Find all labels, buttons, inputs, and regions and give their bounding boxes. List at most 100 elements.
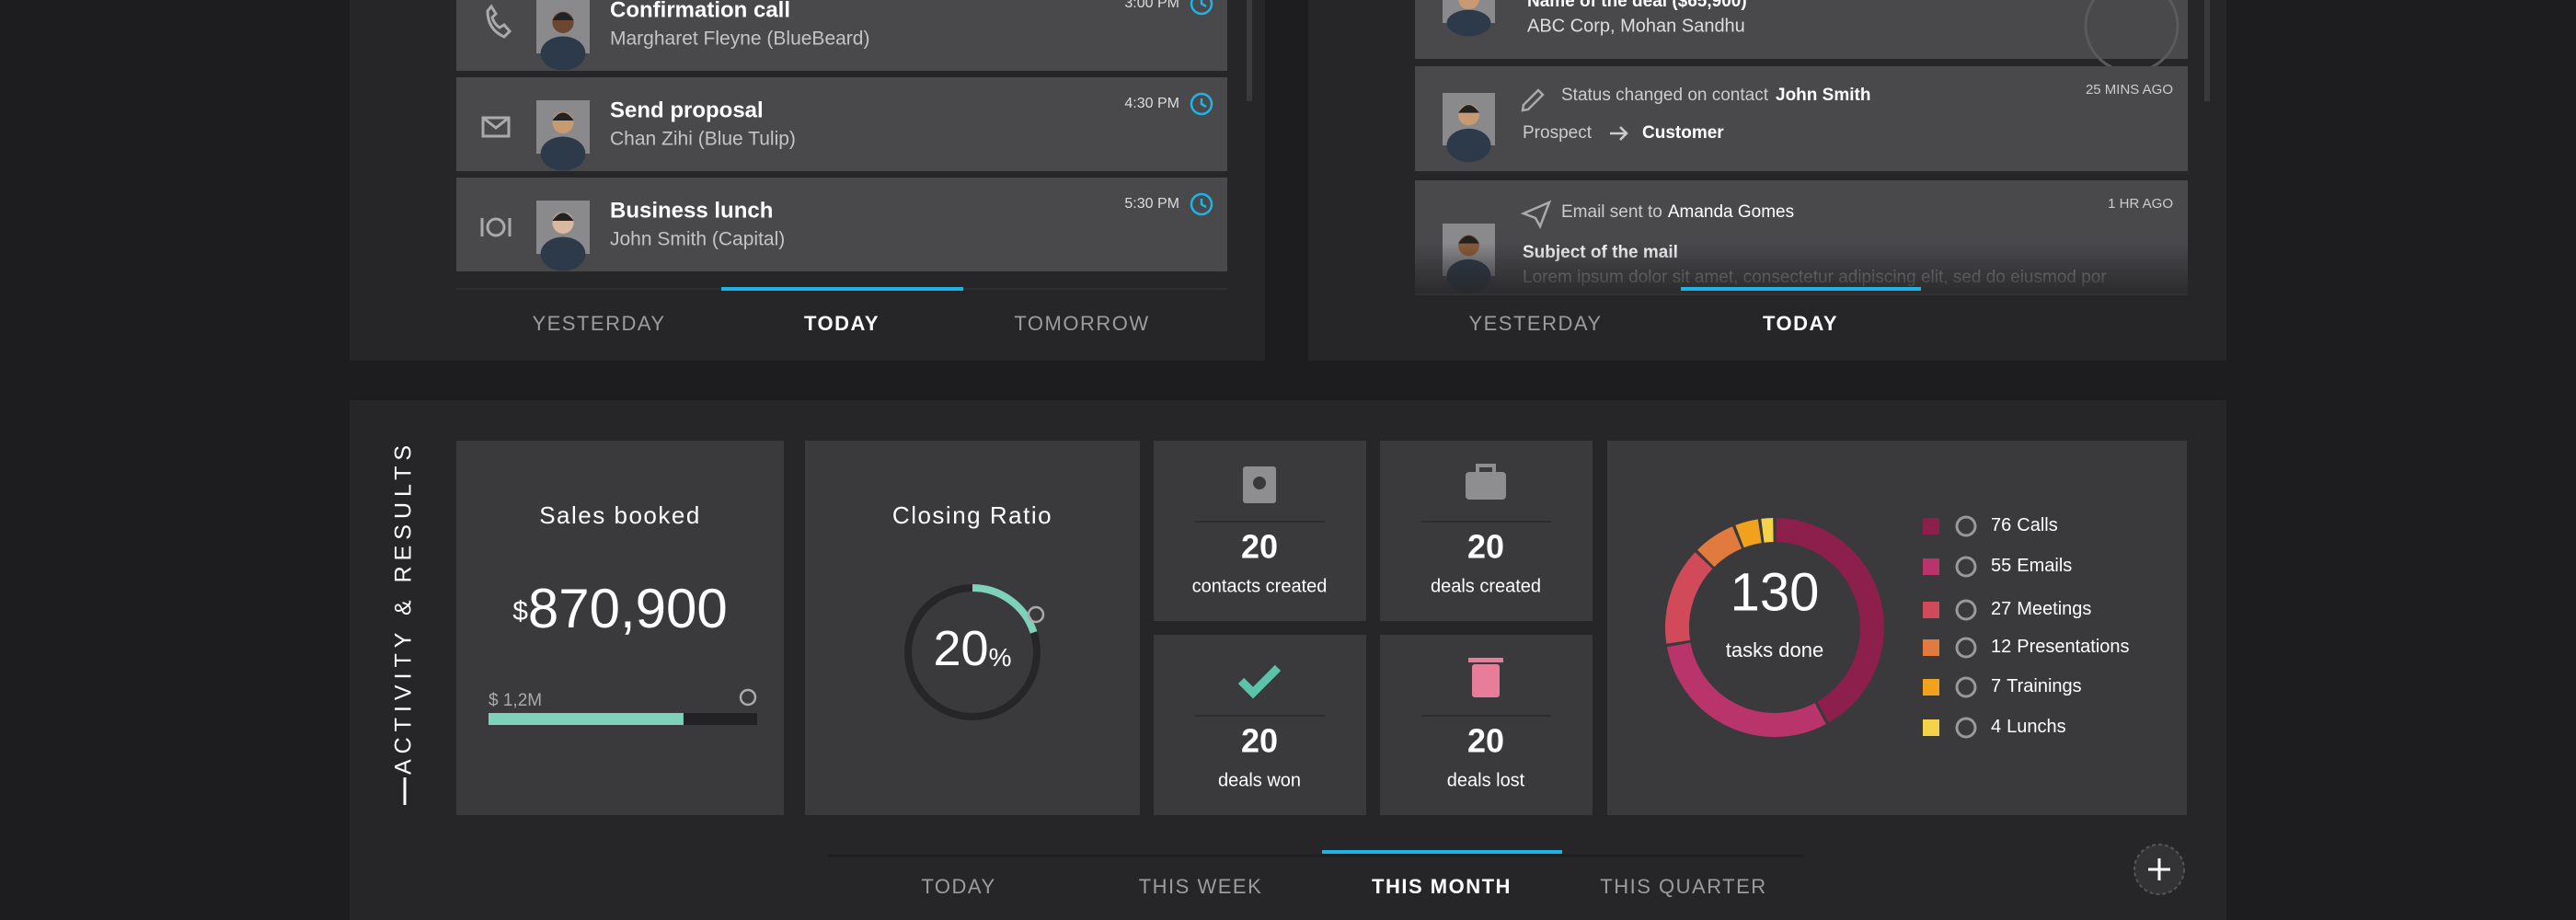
- deal-subtitle: ABC Corp, Mohan Sandhu: [1527, 16, 1745, 36]
- timeline-card: [1415, 0, 2188, 59]
- scrollbar: [1247, 0, 1252, 101]
- avatar-body: [540, 36, 586, 71]
- card-title: Closing Ratio: [892, 501, 1052, 529]
- legend-value: 27: [1991, 599, 2011, 619]
- activity-title: Business lunch: [610, 198, 773, 223]
- tasks-label: tasks done: [1726, 638, 1823, 661]
- legend-label: Presentations: [2017, 637, 2129, 657]
- card: [1380, 441, 1593, 621]
- card: [1154, 635, 1366, 815]
- avatar-hair: [1458, 236, 1479, 244]
- donut-segment: [1735, 519, 1763, 548]
- mail-flap: [482, 116, 510, 130]
- sales-currency: $: [512, 596, 528, 627]
- legend-icon: [1955, 717, 1977, 739]
- legend-icon: [1955, 637, 1977, 659]
- legend-swatch: [1923, 679, 1939, 696]
- avatar: [1443, 224, 1495, 293]
- trash-lid: [1468, 658, 1503, 662]
- donut-segment: [1697, 526, 1742, 568]
- clock-icon: [1190, 0, 1213, 16]
- legend-text: 76 Calls: [1991, 515, 2058, 535]
- avatar: [1443, 0, 1495, 37]
- counter-value: 20: [1241, 528, 1278, 566]
- email-text: Email sent to Amanda Gomes: [1561, 202, 1794, 222]
- check-icon: [1237, 664, 1282, 699]
- ratio-value: 20%: [934, 621, 1012, 676]
- target-icon: [1027, 605, 1045, 624]
- phone-icon: [486, 4, 512, 39]
- pencil-icon: [1521, 88, 1545, 112]
- content: Confirmation call Margharet Fleyne (BlueB…: [391, 0, 2188, 898]
- activity-subtitle: Margharet Fleyne (BlueBeard): [610, 29, 869, 50]
- legend-swatch: [1923, 602, 1939, 618]
- legend-text: 27 Meetings: [1991, 599, 2091, 619]
- avatar: [536, 100, 590, 171]
- ratio-number: 20: [934, 621, 989, 676]
- add-button[interactable]: [2133, 844, 2185, 895]
- counter-value: 20: [1467, 528, 1504, 566]
- legend-icon: [1955, 599, 1977, 621]
- tasks-total: 130: [1731, 562, 1820, 622]
- tab[interactable]: THIS MONTH: [1372, 875, 1512, 898]
- donut-segment: [1776, 518, 1884, 723]
- clock-hand: [1200, 199, 1207, 209]
- tab[interactable]: TODAY: [1763, 312, 1838, 335]
- arrow-icon: [1610, 126, 1628, 141]
- legend-swatch: [1923, 558, 1939, 575]
- timeline-time: 25 MINS AGO: [2086, 82, 2173, 98]
- tab[interactable]: THIS QUARTER: [1600, 875, 1766, 898]
- avatar-body: [540, 136, 586, 171]
- email-contact: Amanda Gomes: [1668, 202, 1794, 222]
- counter-label: deals won: [1218, 770, 1301, 790]
- tab[interactable]: TODAY: [921, 875, 995, 898]
- tab[interactable]: THIS WEEK: [1139, 875, 1263, 898]
- legend-label: Meetings: [2017, 599, 2091, 619]
- tab[interactable]: YESTERDAY: [532, 312, 665, 335]
- avatar-body: [540, 236, 586, 271]
- counter-label: deals created: [1431, 576, 1541, 596]
- legend-text: 7 Trainings: [1991, 676, 2082, 696]
- avatar: [536, 201, 590, 271]
- legend-swatch: [1923, 719, 1939, 736]
- timeline-item[interactable]: Email sent to Amanda Gomes 1 HR AGO Subject…: [1415, 180, 2188, 294]
- activity-time: 5:30 PM: [1124, 196, 1179, 212]
- clock-icon: [1190, 192, 1213, 216]
- email-body: Lorem ipsum dolor sit amet, consectetur …: [1523, 268, 2107, 287]
- card-title: Sales booked: [539, 501, 701, 529]
- target-icon: [739, 688, 757, 707]
- legend-value: 4: [1991, 717, 2001, 737]
- legend-label: Emails: [2017, 556, 2072, 576]
- contacts-icon-dot: [1253, 477, 1266, 489]
- legend-icon: [1955, 676, 1977, 698]
- status-text: Status changed on contact John Smith: [1561, 86, 1870, 105]
- trash-icon: [1472, 664, 1500, 697]
- tab[interactable]: TOMORROW: [1014, 312, 1149, 335]
- legend-value: 7: [1991, 676, 2001, 696]
- email-action: Email sent to: [1561, 202, 1662, 222]
- activity-item[interactable]: Business lunch John Smith (Capital) 5:30 P…: [456, 178, 1227, 271]
- avatar-body: [1446, 9, 1491, 37]
- tab[interactable]: YESTERDAY: [1468, 312, 1602, 335]
- active-tab-indicator: [1681, 287, 1921, 291]
- timeline-item[interactable]: Status changed on contact John Smith 25 MI…: [1415, 66, 2188, 171]
- activity-item[interactable]: Confirmation call Margharet Fleyne (BlueB…: [456, 0, 1227, 71]
- activity-item[interactable]: Send proposal Chan Zihi (Blue Tulip) 4:30 …: [456, 77, 1227, 171]
- legend-swatch: [1923, 639, 1939, 656]
- avatar: [1443, 93, 1495, 163]
- avatar-hair: [1458, 105, 1479, 113]
- active-tab-indicator: [1322, 850, 1562, 854]
- card: [1607, 441, 2187, 815]
- timeline-card: [1415, 66, 2188, 171]
- cutlery-icon: [480, 218, 512, 236]
- legend-label: Calls: [2017, 515, 2057, 535]
- counter-label: contacts created: [1192, 576, 1328, 596]
- clock-icon: [1190, 92, 1213, 116]
- tab[interactable]: TODAY: [804, 312, 880, 335]
- status-to: Customer: [1642, 123, 1724, 143]
- counter-value: 20: [1241, 722, 1278, 760]
- counter-label: deals lost: [1447, 770, 1525, 790]
- activity-time: 4:30 PM: [1124, 96, 1179, 111]
